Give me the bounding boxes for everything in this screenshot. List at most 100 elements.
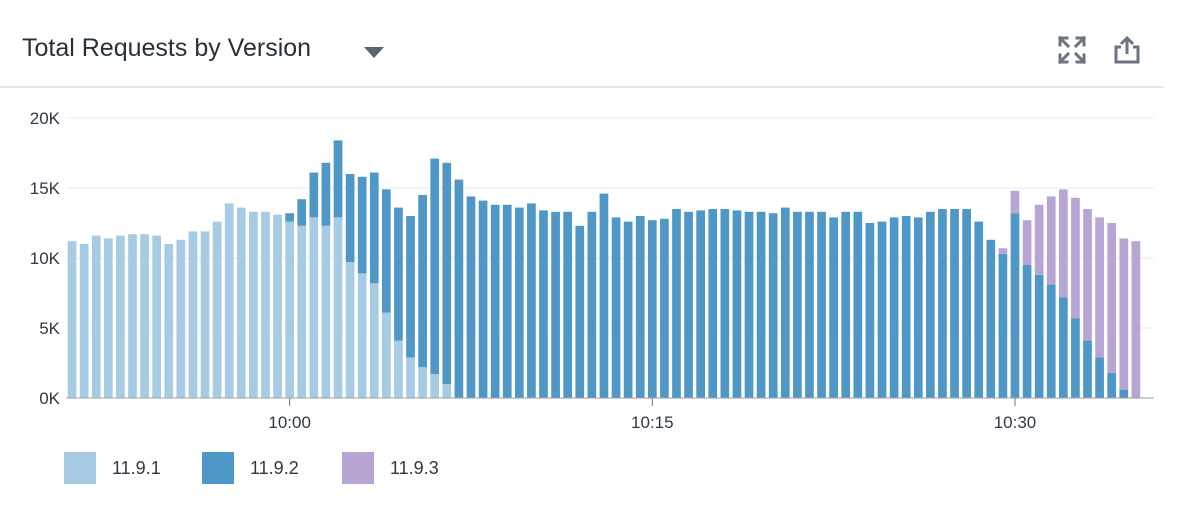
bar-segment	[430, 374, 440, 398]
bar-segment	[103, 238, 113, 398]
bar-segment	[708, 209, 718, 398]
bar-segment	[1095, 357, 1104, 398]
bar-segment	[345, 262, 355, 398]
bar-segment	[406, 357, 415, 398]
bar-segment	[418, 367, 427, 398]
bar-segment	[1107, 372, 1117, 398]
chart-axes: 0K 5K 10K 15K 20K 10:00 10:15 10:30	[30, 109, 1154, 432]
bar-segment	[539, 210, 548, 398]
bar-segment	[672, 209, 681, 398]
bar-segment	[889, 217, 899, 398]
bar-segment	[502, 204, 512, 398]
legend-label: 11.9.1	[112, 458, 161, 478]
bar-segment	[647, 220, 657, 398]
bar-segment	[454, 179, 464, 398]
bar-segment	[926, 211, 935, 398]
bar-segment	[1034, 204, 1044, 275]
chart-grid	[66, 117, 1154, 329]
bar-segment	[224, 203, 234, 398]
x-tick-label: 10:15	[631, 413, 674, 432]
bar-segment	[1083, 340, 1092, 398]
bar-segment	[321, 162, 331, 226]
bar-segment	[720, 209, 730, 398]
bar-segment	[1107, 223, 1117, 373]
y-tick-label: 5K	[39, 319, 60, 338]
bar-segment	[817, 211, 826, 398]
bar-segment	[345, 174, 355, 263]
bar-segment	[1058, 297, 1068, 398]
bar-segment	[285, 221, 294, 398]
bar-segment	[756, 211, 766, 398]
bar-segment	[188, 231, 198, 398]
bar-segment	[91, 235, 101, 398]
bar-segment	[998, 248, 1008, 254]
bar-segment	[382, 189, 391, 313]
bar-segment	[1095, 217, 1104, 358]
bar-segment	[829, 217, 838, 398]
bar-segment	[1119, 389, 1129, 398]
bar-segment	[660, 218, 669, 398]
bar-segment	[1083, 209, 1092, 341]
bar-segment	[442, 384, 452, 398]
bar-segment	[297, 199, 307, 226]
bar-segment	[273, 214, 282, 398]
bar-segment	[309, 172, 319, 218]
bar-segment	[333, 217, 343, 398]
y-tick-label: 15K	[30, 179, 61, 198]
bar-segment	[696, 210, 706, 398]
bar-segment	[116, 235, 125, 398]
bar-segment	[67, 241, 77, 398]
bar-segment	[321, 225, 331, 398]
bar-segment	[406, 216, 415, 358]
bar-segment	[128, 234, 137, 398]
bar-segment	[418, 195, 427, 368]
bar-segment	[285, 213, 294, 222]
bar-segment	[684, 211, 693, 398]
bar-segment	[394, 340, 403, 398]
bar-segment	[950, 209, 959, 398]
y-tick-label: 20K	[30, 109, 61, 128]
bar-segment	[780, 207, 790, 398]
chart-bars	[67, 140, 1141, 398]
bar-segment	[768, 213, 778, 398]
bar-segment	[357, 176, 367, 274]
bar-segment	[369, 172, 379, 284]
bar-segment	[599, 193, 609, 398]
legend-label: 11.9.2	[250, 458, 299, 478]
bar-segment	[793, 211, 802, 398]
x-tick-label: 10:00	[268, 413, 311, 432]
bar-segment	[261, 211, 270, 398]
legend-swatch	[202, 452, 234, 484]
share-icon[interactable]	[1111, 34, 1143, 66]
bar-segment	[901, 216, 911, 398]
bar-segment	[1034, 274, 1044, 398]
chevron-down-icon[interactable]	[362, 44, 386, 60]
bar-segment	[514, 207, 524, 398]
bar-segment	[1058, 189, 1068, 298]
bar-segment	[140, 234, 149, 398]
bar-chart: 0K 5K 10K 15K 20K 10:00 10:15 10:30	[30, 109, 1154, 432]
bar-segment	[1046, 196, 1056, 285]
bar-segment	[478, 200, 488, 398]
y-tick-label: 0K	[39, 389, 60, 408]
expand-icon[interactable]	[1056, 34, 1088, 66]
bar-segment	[164, 244, 174, 398]
bar-segment	[333, 140, 343, 218]
widget-header: Total Requests by Version	[0, 0, 1164, 88]
bar-segment	[490, 204, 500, 398]
bar-segment	[236, 207, 246, 398]
bar-segment	[212, 221, 222, 398]
bar-segment	[249, 211, 258, 398]
x-tick-label: 10:30	[994, 413, 1037, 432]
bar-segment	[865, 223, 875, 398]
bar-segment	[841, 211, 851, 398]
bar-segment	[357, 273, 367, 398]
bar-segment	[877, 221, 887, 398]
bar-segment	[442, 162, 452, 384]
bar-segment	[1010, 213, 1020, 398]
bar-segment	[1071, 197, 1080, 319]
bar-segment	[998, 253, 1008, 398]
bar-segment	[297, 225, 307, 398]
bar-segment	[200, 231, 210, 398]
bar-segment	[1022, 265, 1032, 398]
